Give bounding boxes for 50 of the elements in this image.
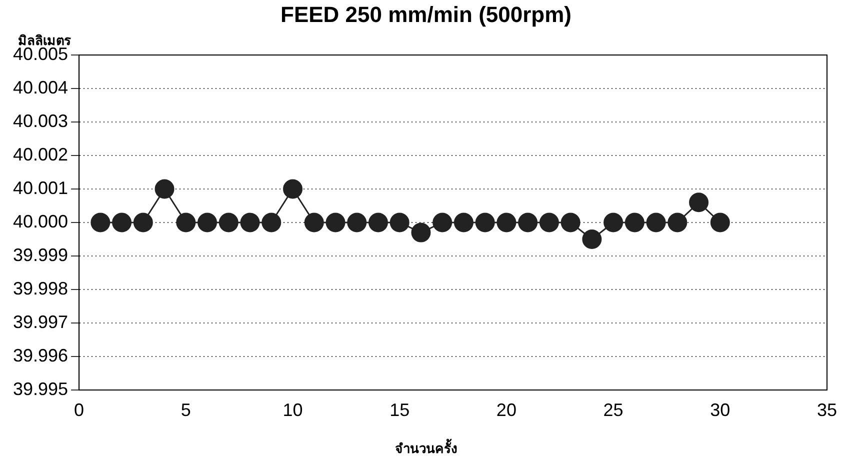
x-tick-label: 15 xyxy=(390,400,410,420)
point xyxy=(689,192,709,212)
y-tick-label: 40.002 xyxy=(12,144,68,164)
point xyxy=(326,212,346,232)
point xyxy=(198,212,218,232)
x-tick-label: 0 xyxy=(74,400,84,420)
point xyxy=(432,212,452,232)
x-axis-title: จำนวนครั้ง xyxy=(394,438,458,459)
point xyxy=(604,212,624,232)
point xyxy=(560,212,580,232)
point xyxy=(518,212,538,232)
y-tick-label: 40.001 xyxy=(12,178,68,198)
point xyxy=(496,212,516,232)
y-tick-label: 39.998 xyxy=(12,278,68,298)
x-tick-label: 10 xyxy=(282,400,303,420)
point xyxy=(133,212,153,232)
point xyxy=(411,222,431,242)
y-tick-label: 39.997 xyxy=(12,312,68,332)
point xyxy=(283,179,303,199)
y-tick-label: 39.999 xyxy=(12,244,68,265)
x-tick-label: 35 xyxy=(816,400,838,420)
point xyxy=(539,212,559,232)
point xyxy=(710,212,730,232)
x-tick-label: 5 xyxy=(180,400,191,420)
x-tick-label: 30 xyxy=(710,400,730,420)
y-tick-label: 39.995 xyxy=(12,378,68,399)
point xyxy=(668,212,688,232)
y-tick-label: 40.000 xyxy=(12,211,68,232)
point xyxy=(475,212,495,232)
point xyxy=(347,212,367,232)
chart-title: FEED 250 mm/min (500rpm) xyxy=(280,2,572,28)
point xyxy=(176,212,196,232)
x-tick-label: 20 xyxy=(496,400,516,420)
point xyxy=(90,212,110,232)
point xyxy=(240,212,260,232)
point xyxy=(154,179,174,199)
point xyxy=(454,212,474,232)
y-tick-label: 40.004 xyxy=(12,77,68,98)
point xyxy=(304,212,324,232)
point xyxy=(390,212,410,232)
y-tick-label: 39.996 xyxy=(12,345,68,366)
point xyxy=(368,212,388,232)
point xyxy=(624,212,644,232)
point xyxy=(582,230,602,249)
x-tick-label: 25 xyxy=(603,400,624,420)
point xyxy=(262,212,282,232)
point xyxy=(218,212,238,232)
y-tick-label: 40.003 xyxy=(12,110,68,131)
point xyxy=(112,212,132,232)
point xyxy=(646,212,666,232)
